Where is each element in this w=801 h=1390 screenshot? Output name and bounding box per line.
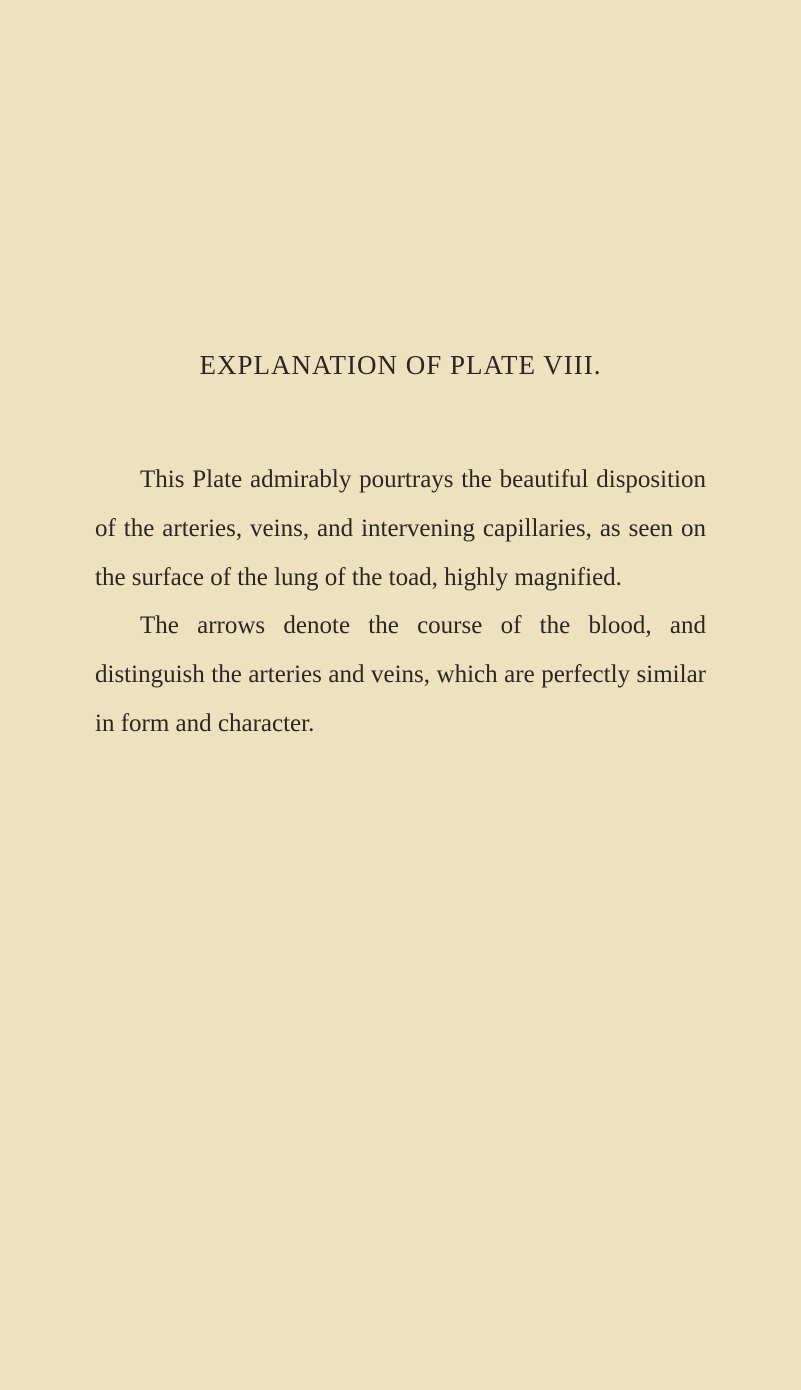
body-paragraph-2: The arrows denote the course of the bloo… (95, 602, 706, 748)
page-title: EXPLANATION OF PLATE VIII. (95, 350, 706, 381)
document-page: EXPLANATION OF PLATE VIII. This Plate ad… (0, 0, 801, 849)
body-paragraph-1: This Plate admirably pourtrays the beaut… (95, 456, 706, 602)
